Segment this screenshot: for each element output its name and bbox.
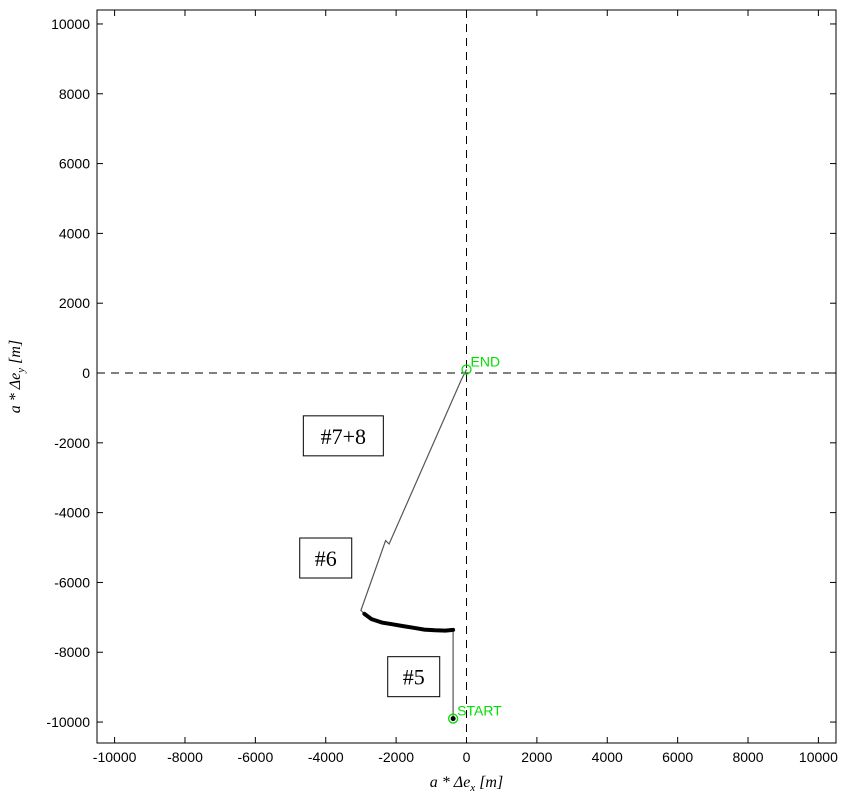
marker-start xyxy=(447,713,459,724)
y-tick-label: 10000 xyxy=(51,16,90,32)
markers-group: START END xyxy=(447,354,502,724)
x-tick-label: -8000 xyxy=(167,749,203,765)
annotation-label: #7+8 xyxy=(321,424,366,449)
y-tick-label: -8000 xyxy=(54,644,90,660)
x-tick-label: -6000 xyxy=(237,749,273,765)
y-tick-label: 4000 xyxy=(59,225,90,241)
x-tick-label: -10000 xyxy=(93,749,137,765)
x-tick-label: 4000 xyxy=(592,749,623,765)
annotation-label: #5 xyxy=(403,665,425,690)
marker-start-dot xyxy=(450,716,456,722)
annotation-box: #6 xyxy=(299,537,353,579)
reference-lines xyxy=(97,10,836,743)
marker-label-end: END xyxy=(471,354,501,370)
axis-ticks: -10000 -8000 -6000 -4000 -2000 0 2000 4000 6000 8… xyxy=(46,10,838,765)
x-tick-label: -2000 xyxy=(378,749,414,765)
annotation-box: #5 xyxy=(387,656,441,698)
series-dense-band xyxy=(362,611,456,633)
annotation-label: #6 xyxy=(315,546,337,571)
x-tick-label: 6000 xyxy=(662,749,693,765)
x-tick-label: 8000 xyxy=(732,749,763,765)
y-tick-label: -4000 xyxy=(54,505,90,521)
series-group xyxy=(360,369,468,719)
x-tick-label: 10000 xyxy=(799,749,838,765)
x-axis-label: a * Δex [m] xyxy=(430,774,503,794)
annotations-group: #7+8 #6 #5 xyxy=(299,415,441,698)
y-tick-label: 2000 xyxy=(59,295,90,311)
y-tick-label: 8000 xyxy=(59,86,90,102)
x-tick-label: 0 xyxy=(463,749,471,765)
y-tick-label: -10000 xyxy=(46,714,90,730)
marker-label-start: START xyxy=(457,703,502,719)
annotation-frame xyxy=(299,537,353,579)
annotation-frame xyxy=(387,656,441,698)
x-tick-label: 2000 xyxy=(521,749,552,765)
annotation-box: #7+8 xyxy=(302,415,384,457)
y-tick-label: -6000 xyxy=(54,574,90,590)
y-axis-label: a * Δey [m] xyxy=(7,340,27,413)
y-tick-label: 6000 xyxy=(59,156,90,172)
marker-end xyxy=(461,364,472,375)
x-tick-label: -4000 xyxy=(308,749,344,765)
y-tick-label: 0 xyxy=(82,365,90,381)
annotation-frame xyxy=(302,415,384,457)
y-tick-label: -2000 xyxy=(54,435,90,451)
